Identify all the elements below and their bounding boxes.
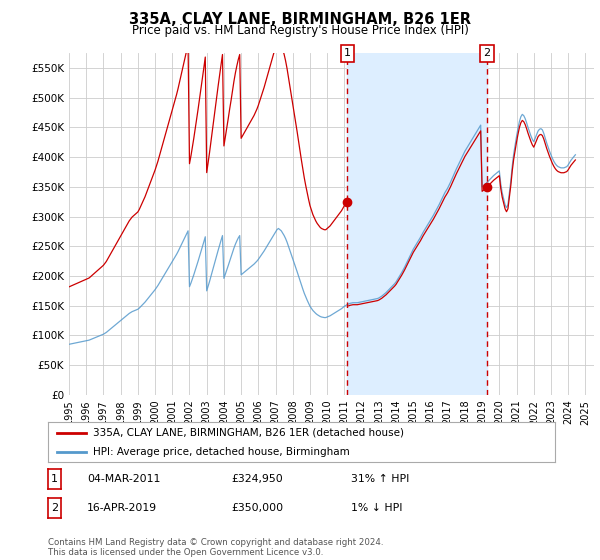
Text: 1% ↓ HPI: 1% ↓ HPI [351, 503, 403, 513]
Text: HPI: Average price, detached house, Birmingham: HPI: Average price, detached house, Birm… [92, 447, 349, 457]
Text: 31% ↑ HPI: 31% ↑ HPI [351, 474, 409, 484]
Bar [347, 53, 487, 395]
Text: 2: 2 [51, 503, 58, 513]
Text: 04-MAR-2011: 04-MAR-2011 [87, 474, 160, 484]
Text: Price paid vs. HM Land Registry's House Price Index (HPI): Price paid vs. HM Land Registry's House … [131, 24, 469, 37]
Text: £350,000: £350,000 [231, 503, 283, 513]
Text: 1: 1 [51, 474, 58, 484]
Text: Contains HM Land Registry data © Crown copyright and database right 2024.
This d: Contains HM Land Registry data © Crown c… [48, 538, 383, 557]
Text: 1: 1 [344, 48, 351, 58]
Text: 2: 2 [484, 48, 491, 58]
Text: 335A, CLAY LANE, BIRMINGHAM, B26 1ER: 335A, CLAY LANE, BIRMINGHAM, B26 1ER [129, 12, 471, 27]
Text: 16-APR-2019: 16-APR-2019 [87, 503, 157, 513]
Text: £324,950: £324,950 [231, 474, 283, 484]
Text: 335A, CLAY LANE, BIRMINGHAM, B26 1ER (detached house): 335A, CLAY LANE, BIRMINGHAM, B26 1ER (de… [92, 428, 404, 437]
